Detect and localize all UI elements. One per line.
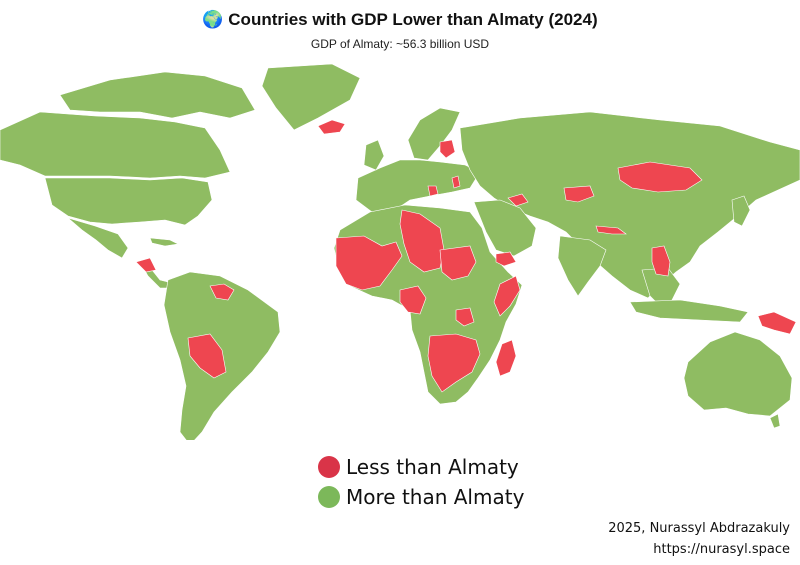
globe-icon: 🌍	[202, 10, 224, 29]
yemen	[495, 251, 517, 267]
canada-arctic	[59, 71, 256, 119]
mexico	[67, 217, 129, 259]
horn-of-africa	[493, 275, 521, 317]
map-subtitle: GDP of Almaty: ~56.3 billion USD	[310, 37, 490, 51]
legend-label-less: Less than Almaty	[346, 455, 519, 479]
map-legend: Less than Almaty More than Almaty	[318, 452, 524, 512]
credit-block: 2025, Nurassyl Abdrazakuly https://nuras…	[608, 518, 790, 560]
canada	[0, 111, 231, 179]
legend-item-more: More than Almaty	[318, 482, 524, 512]
mongolia	[617, 161, 703, 193]
indonesia	[629, 299, 749, 323]
legend-label-more: More than Almaty	[346, 485, 525, 509]
world-map	[0, 63, 800, 440]
legend-swatch-more	[318, 486, 340, 508]
credit-site: https://nurasyl.space	[653, 542, 790, 557]
central-america-low	[135, 257, 157, 273]
japan	[731, 195, 751, 227]
india	[557, 235, 607, 297]
nepal-bhutan	[595, 225, 627, 235]
madagascar	[495, 339, 517, 377]
caucasus	[507, 193, 529, 207]
sudan-chad	[439, 245, 477, 281]
central-asia	[563, 185, 595, 203]
scandinavia	[407, 107, 461, 161]
legend-item-less: Less than Almaty	[318, 452, 524, 482]
iceland	[317, 119, 346, 135]
map-title-text: Countries with GDP Lower than Almaty (20…	[228, 10, 598, 29]
baltics	[439, 139, 456, 159]
guyanas	[209, 283, 235, 301]
map-title: 🌍 Countries with GDP Lower than Almaty (…	[0, 10, 800, 30]
uk-ireland	[363, 139, 385, 171]
caribbean	[149, 237, 179, 247]
middle-east	[473, 199, 537, 257]
moldova	[451, 175, 461, 189]
southern-africa	[427, 333, 481, 393]
australia	[683, 331, 793, 417]
libya-sahel	[399, 209, 445, 273]
bolivia-paraguay	[187, 333, 227, 379]
balkans	[427, 185, 439, 197]
land-less-than-almaty	[135, 119, 797, 393]
credit-author: 2025, Nurassyl Abdrazakuly	[608, 521, 790, 536]
greenland	[261, 63, 361, 131]
usa	[44, 177, 213, 226]
east-africa	[455, 307, 475, 327]
legend-swatch-less	[318, 456, 340, 478]
laos-cambodia	[651, 245, 671, 277]
central-africa	[399, 285, 427, 315]
new-zealand	[769, 413, 781, 429]
west-africa	[335, 235, 403, 291]
papua-new-guinea	[757, 311, 797, 335]
